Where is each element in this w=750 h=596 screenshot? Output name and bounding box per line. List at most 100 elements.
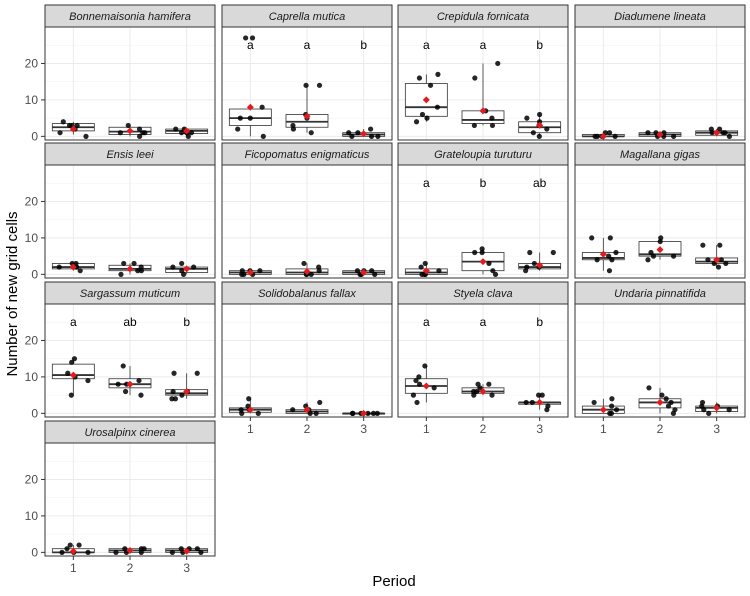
data-point: [246, 396, 252, 402]
data-point: [125, 122, 131, 129]
data-point: [648, 249, 654, 256]
data-point: [77, 268, 83, 274]
data-point: [355, 130, 361, 136]
data-point: [592, 133, 598, 139]
data-point: [243, 35, 249, 41]
data-point: [479, 246, 485, 252]
strip-label: Magallana gigas: [620, 149, 701, 161]
mean-marker: [656, 246, 664, 254]
data-point: [170, 264, 176, 270]
data-point: [188, 130, 195, 136]
mean-marker: [303, 406, 311, 414]
data-point: [530, 130, 536, 136]
data-point: [665, 403, 672, 409]
data-point: [169, 396, 175, 402]
data-point: [354, 268, 361, 274]
data-point: [612, 133, 618, 139]
data-point: [422, 363, 428, 369]
data-point: [544, 126, 550, 132]
strip-label: Solidobalanus fallax: [258, 288, 356, 300]
data-point: [178, 546, 184, 552]
strip-label: Bonnemaisonia hamifera: [69, 11, 191, 23]
data-point: [260, 133, 266, 139]
data-point: [290, 122, 296, 129]
data-point: [471, 122, 477, 129]
significance-letter: a: [70, 315, 77, 329]
data-point: [726, 133, 733, 139]
data-point: [726, 407, 732, 413]
data-point: [65, 370, 71, 376]
mean-marker: [360, 409, 368, 417]
data-point: [658, 235, 664, 241]
data-point: [303, 82, 309, 88]
mean-marker: [183, 547, 191, 555]
data-point: [413, 377, 419, 384]
data-point: [121, 260, 127, 267]
data-point: [136, 126, 143, 132]
data-point: [607, 235, 613, 241]
data-point: [138, 392, 144, 398]
mean-marker: [656, 398, 664, 406]
panel-border: [44, 303, 216, 418]
mean-marker: [713, 129, 721, 137]
significance-letter: b: [536, 38, 543, 52]
data-point: [705, 257, 711, 263]
mean-marker: [246, 269, 254, 277]
mean-marker: [479, 258, 487, 266]
mean-marker: [599, 406, 607, 414]
data-point: [609, 257, 615, 263]
data-point: [138, 549, 144, 555]
mean-marker: [303, 267, 311, 275]
panel-border: [44, 164, 216, 279]
data-point: [670, 253, 677, 259]
data-point: [71, 356, 78, 362]
data-point: [140, 130, 146, 136]
data-point: [113, 549, 119, 555]
data-point: [672, 407, 678, 413]
panel-border: [574, 164, 746, 279]
significance-letter: b: [536, 315, 543, 329]
data-point: [413, 119, 420, 125]
mean-marker: [183, 387, 191, 395]
significance-letter: b: [360, 38, 367, 52]
data-point: [369, 268, 375, 274]
y-tick-label: 0: [31, 545, 38, 559]
data-point: [589, 235, 595, 241]
x-tick-label: 1: [70, 561, 77, 575]
data-point: [470, 388, 477, 395]
significance-letter: a: [480, 315, 487, 329]
data-point: [671, 133, 677, 139]
data-point: [650, 253, 657, 259]
data-point: [372, 271, 378, 277]
data-point: [60, 119, 66, 125]
data-point: [427, 82, 434, 88]
data-point: [117, 130, 123, 136]
significance-letter: a: [480, 38, 487, 52]
data-point: [436, 268, 442, 274]
x-tick-label: 1: [423, 422, 430, 436]
y-tick-label: 10: [25, 370, 39, 384]
facet-panel: Magallana gigas: [574, 142, 746, 279]
x-tick-label: 1: [247, 422, 254, 436]
data-point: [349, 410, 356, 416]
data-point: [73, 260, 79, 267]
strip-label: Diadumene lineata: [614, 11, 706, 23]
data-point: [539, 392, 545, 398]
panel-border: [397, 303, 569, 418]
mean-marker: [536, 398, 544, 406]
mean-marker: [69, 125, 77, 133]
data-point: [179, 268, 185, 274]
data-point: [316, 264, 322, 270]
significance-letter: ab: [123, 315, 137, 329]
significance-letter: a: [304, 38, 311, 52]
data-point: [608, 410, 615, 416]
data-point: [718, 257, 724, 263]
data-point: [699, 399, 706, 406]
mean-marker: [126, 127, 134, 135]
data-point: [717, 242, 723, 248]
strip-label: Ficopomatus enigmaticus: [245, 149, 370, 161]
mean-marker: [713, 404, 721, 412]
panel-border: [574, 26, 746, 141]
data-point: [646, 385, 652, 391]
